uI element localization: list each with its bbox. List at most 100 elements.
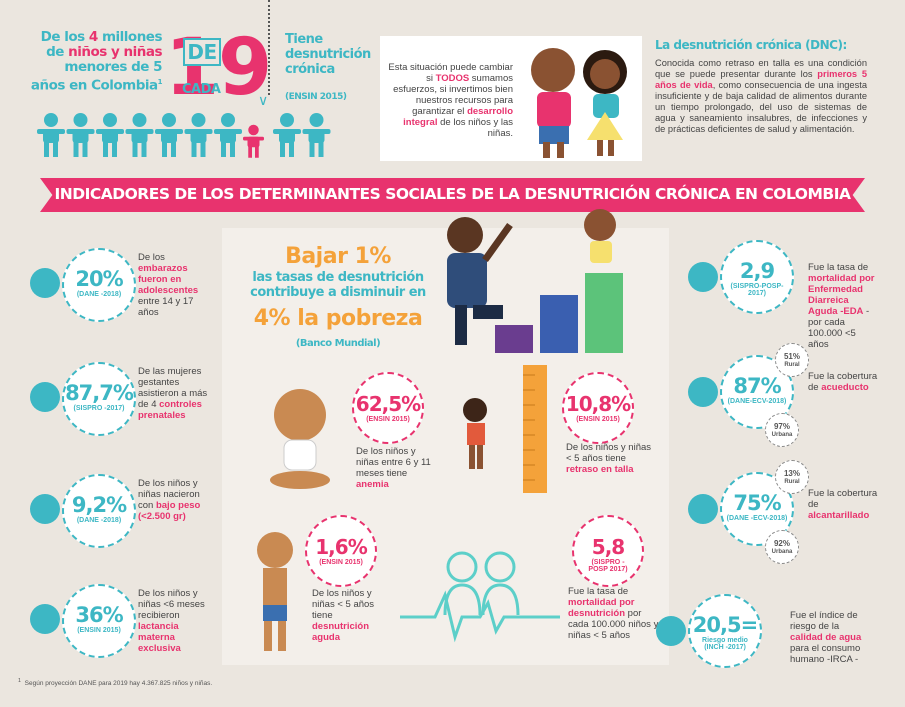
text-segment: Esta situación puede cambiar si	[388, 62, 513, 84]
icon-circle	[30, 268, 60, 298]
growth-illustration	[447, 209, 623, 353]
value-circle: 20,5= Riesgo medio (INCH -2017)	[688, 594, 762, 668]
indicator-text: De los embarazos fueron en adolescentes …	[138, 252, 213, 318]
stat-source: (SISPRO -POSP 2017)	[588, 559, 628, 573]
child-icon	[66, 113, 95, 157]
chevron: ∨	[258, 92, 269, 108]
value-circle: 20% (DANE -2018)	[62, 248, 136, 322]
indicator-text: Fue la cobertura de acueducto	[808, 371, 878, 393]
text-segment: Fue la cobertura de	[808, 371, 878, 393]
highlight-text: mortalidad por desnutrición	[568, 597, 635, 619]
text-segment: Fue la cobertura de	[808, 488, 878, 510]
child-icon	[96, 113, 124, 157]
value-circle: 9,2% (DANE -2018)	[62, 474, 136, 548]
source: (SISPRO-POSP-2017)	[730, 283, 784, 297]
highlight-text: desarrollo integral	[403, 106, 513, 128]
tiene-text: Tiene desnutrición crónica	[285, 32, 371, 77]
icon-circle	[688, 377, 718, 407]
source: (DANE -2018)	[76, 291, 122, 298]
highlight-text: primeros 5 años de vida	[655, 69, 867, 90]
text-segment: millones de	[46, 29, 162, 60]
message-text: Esta situación puede cambiar si TODOS su…	[388, 62, 513, 139]
highlight-text: 4	[88, 29, 98, 45]
rural-value: 51%	[783, 352, 800, 361]
stat-value: 1,6%	[315, 535, 367, 559]
highlight-text: calidad de agua	[790, 632, 862, 643]
stat-source: (ENSIN 2015)	[319, 559, 363, 566]
banner	[40, 178, 865, 212]
child-anemia	[270, 389, 330, 489]
text-segment: De los	[40, 29, 89, 45]
stat-source: (ENSIN 2015)	[366, 416, 410, 423]
stat-circle: 5,8 (SISPRO -POSP 2017)	[572, 515, 644, 587]
highlight-text: anemia	[356, 479, 389, 490]
indicator-text: Fue la cobertura de alcantarillado	[808, 488, 878, 521]
urbana-label: Urbana	[771, 549, 793, 555]
text-segment: para el consumo humano -IRCA -	[790, 643, 861, 665]
value: 36%	[75, 603, 123, 627]
highlight-text: alcantarillado	[808, 510, 870, 521]
highlight-text: embarazos fueron en adolescentes	[138, 263, 199, 296]
footnote-mark: 1	[18, 678, 22, 684]
child-acute	[257, 532, 293, 651]
source: (DANE-ECV-2018)	[727, 398, 787, 405]
text-segment: por cada 100.000 niños y niñas < 5 años	[568, 608, 659, 641]
cada-label: CADA	[182, 82, 221, 97]
value: 87%	[733, 374, 781, 398]
footnote: 1 Según proyección DANE para 2019 hay 4.…	[18, 678, 212, 687]
text-segment: De los niños y niñas nacieron con	[138, 478, 200, 511]
source: (INCH -2017)	[704, 644, 746, 651]
stat-circle: 10,8% (ENSIN 2015)	[562, 372, 634, 444]
text-segment: De las mujeres gestantes asistieron a má…	[138, 366, 208, 410]
highlight-text: bajo peso (<2.500 gr)	[138, 500, 201, 522]
stat-text: Fue la tasa de mortalidad por desnutrici…	[568, 586, 664, 641]
value-circle: 87,7% (SISPRO -2017)	[62, 362, 136, 436]
highlight-text: acueducto	[821, 382, 869, 393]
sublabel: Riesgo medio	[702, 637, 748, 644]
stat-text: De los niños y niñas < 5 años tiene retr…	[566, 442, 656, 475]
highlight-text: mortalidad por Enfermedad Diarreica Agud…	[808, 273, 875, 317]
source: (DANE -ECV-2018)	[726, 515, 788, 522]
highlight-text: niños y niñas	[68, 44, 162, 60]
stat-circle: 1,6% (ENSIN 2015)	[305, 515, 377, 587]
icon-circle	[30, 604, 60, 634]
value: 9,2%	[71, 493, 127, 517]
dnc-title: La desnutrición crónica (DNC):	[655, 38, 847, 52]
highlight-text: controles prenatales	[138, 399, 202, 421]
stat-value: 5,8	[591, 535, 625, 559]
urbana-label: Urbana	[771, 432, 793, 438]
indicator-text: Fue la tasa de mortalidad por Enfermedad…	[808, 262, 878, 350]
source: (DANE -2018)	[76, 517, 122, 524]
icon-circle	[688, 262, 718, 292]
text-segment: Fue el índice de riesgo de la	[790, 610, 858, 632]
big-nine: 9	[218, 23, 272, 113]
value: 2,9	[739, 259, 775, 283]
child-icon	[184, 113, 213, 157]
source: (SISPRO -2017)	[73, 405, 125, 412]
value: 75%	[733, 491, 781, 515]
rural-label: Rural	[784, 479, 800, 485]
stat-circle: 62,5% (ENSIN 2015)	[352, 372, 424, 444]
highlight-text: retraso en talla	[566, 464, 634, 475]
text-segment: De los niños y niñas < 5 años tiene	[566, 442, 652, 464]
center-source: (Banco Mundial)	[295, 338, 381, 349]
child-icon	[273, 113, 301, 157]
child-icon	[37, 113, 65, 157]
banner-text: INDICADORES DE LOS DETERMINANTES SOCIALE…	[54, 185, 851, 203]
indicator-text: De los niños y niñas nacieron con bajo p…	[138, 478, 213, 522]
text-segment: sumamos esfuerzos, si invertimos bien nu…	[393, 73, 513, 117]
value: 20,5=	[692, 613, 758, 637]
text-segment: Fue la tasa de	[568, 586, 629, 597]
rural-label: Rural	[784, 362, 800, 368]
indicator-text: Fue el índice de riesgo de la calidad de…	[790, 610, 870, 665]
footnote-text: Según proyección DANE para 2019 hay 4.36…	[24, 680, 213, 688]
urbana-bubble: 92% Urbana	[765, 530, 799, 564]
indicator-text: De las mujeres gestantes asistieron a má…	[138, 366, 213, 421]
text-segment: menores de 5 años en Colombia	[30, 59, 163, 94]
text-segment: de los niños y las niñas.	[437, 117, 513, 139]
child-icon	[243, 124, 264, 158]
tiene-source: (ENSIN 2015)	[285, 92, 347, 102]
icon-circle	[688, 494, 718, 524]
stat-text: De los niños y niñas entre 6 y 11 meses …	[356, 446, 441, 490]
kids-illustration	[531, 48, 627, 158]
